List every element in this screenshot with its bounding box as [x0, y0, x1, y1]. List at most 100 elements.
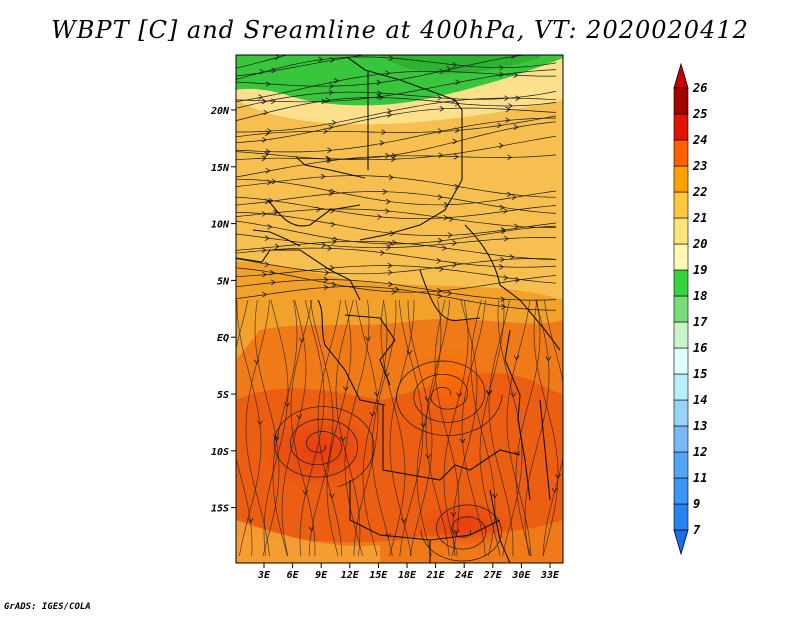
streamline-arrow — [273, 209, 279, 216]
streamline-arrow — [400, 518, 407, 524]
streamline-arrow — [328, 89, 334, 96]
streamline-arrow — [551, 487, 558, 493]
streamline — [236, 196, 557, 220]
streamline-arrow — [450, 41, 454, 46]
colorbar-segment — [673, 87, 689, 115]
streamline-arrow — [499, 71, 505, 78]
streamline-arrow — [452, 62, 458, 68]
streamline-arrow — [377, 214, 383, 220]
colorbar-label: 9 — [693, 497, 700, 511]
colorbar-segment — [673, 243, 689, 271]
streamline — [389, 300, 415, 557]
streamline-arrow — [369, 411, 376, 417]
streamline-arrow — [382, 49, 386, 54]
colorbar-label: 25 — [692, 107, 707, 121]
streamline-arrow — [386, 198, 391, 205]
lat-tick-label: 15N — [211, 163, 230, 174]
streamline — [524, 299, 550, 557]
streamline-arrow — [318, 56, 324, 63]
colorbar-label: 12 — [693, 445, 707, 459]
streamline-arrow — [447, 290, 453, 297]
streamline — [236, 299, 262, 557]
lat-tick-label: 5S — [217, 390, 229, 401]
streamline-arrow — [271, 279, 276, 286]
streamline-arrow — [507, 154, 513, 161]
streamline-arrow — [331, 281, 337, 288]
streamline-arrow — [308, 526, 315, 532]
colorbar-segment — [673, 113, 689, 141]
lon-tick-label: 18E — [398, 570, 417, 581]
streamline-arrow — [271, 98, 277, 105]
streamline — [236, 265, 557, 284]
streamline-arrow — [514, 451, 521, 457]
streamline-arrow — [513, 355, 520, 361]
streamline — [236, 55, 527, 87]
streamline-arrow — [511, 194, 517, 201]
streamline-arrow — [437, 95, 443, 101]
colorbar-segment — [673, 217, 689, 245]
streamline-arrow — [509, 254, 515, 260]
streamline — [542, 299, 563, 557]
streamline-arrow — [498, 142, 504, 149]
latitude-axis: 20N 15N 10N 5N EQ 5S 10S 15S — [210, 106, 236, 515]
streamline-arrow — [500, 256, 505, 263]
streamline-arrow — [333, 78, 339, 84]
streamline-arrow — [331, 238, 337, 245]
streamline-arrow — [261, 136, 267, 143]
streamline-arrow — [269, 269, 275, 276]
streamline-arrow — [443, 214, 449, 221]
streamline-arrow — [437, 288, 443, 294]
colorbar-label: 14 — [693, 393, 707, 407]
streamline-arrow — [386, 244, 392, 251]
streamline-arrow — [376, 93, 382, 100]
streamline-arrow — [247, 518, 254, 524]
streamline — [236, 279, 557, 301]
streamline-arrow — [506, 191, 512, 198]
streamline-arrow — [264, 261, 270, 268]
streamline-arrow — [387, 112, 393, 118]
streamline-arrow — [316, 206, 322, 213]
streamline-arrow — [329, 83, 335, 89]
streamline-arrow — [442, 245, 448, 252]
streamline — [407, 299, 433, 557]
streamline-arrow — [328, 124, 334, 131]
streamline-arrow — [327, 147, 333, 154]
colorbar-bottom-arrow — [673, 529, 689, 556]
streamline-arrow — [510, 392, 517, 398]
streamline-arrow — [365, 336, 371, 342]
streamline — [299, 299, 325, 557]
streamline-arrow — [455, 79, 461, 85]
streamline-arrow — [323, 284, 329, 291]
streamline-arrow — [448, 216, 454, 223]
wbpt-max-south — [415, 500, 515, 550]
streamline-arrow — [499, 64, 505, 71]
streamline-arrow — [262, 271, 268, 278]
streamline-arrow — [452, 261, 458, 268]
lat-tick-label: 10N — [211, 220, 230, 231]
streamline — [434, 299, 460, 557]
streamline-arrow — [388, 55, 394, 62]
streamline-arrow — [436, 258, 442, 264]
streamline-arrow — [451, 46, 455, 51]
streamline-arrow — [485, 390, 492, 396]
lon-tick-label: 6E — [287, 570, 300, 581]
streamline-arrow — [503, 274, 509, 281]
streamline — [236, 97, 557, 133]
streamline-arrow — [387, 262, 393, 269]
streamline-arrow — [329, 493, 335, 499]
colorbar-label: 13 — [693, 419, 707, 433]
streamline-arrow — [321, 98, 327, 105]
streamline-arrow — [327, 245, 333, 252]
streamline-arrow — [261, 247, 267, 254]
streamline-arrow — [325, 156, 331, 162]
streamline-arrow — [439, 68, 445, 75]
streamline-arrow — [513, 223, 519, 230]
streamline-arrow — [505, 117, 511, 124]
streamline-arrow — [296, 414, 303, 420]
streamline — [281, 299, 307, 557]
streamline — [326, 299, 352, 557]
streamline-arrow — [257, 420, 263, 426]
streamline — [452, 299, 478, 557]
streamline-arrow — [447, 232, 453, 239]
streamline-arrow — [513, 124, 519, 130]
